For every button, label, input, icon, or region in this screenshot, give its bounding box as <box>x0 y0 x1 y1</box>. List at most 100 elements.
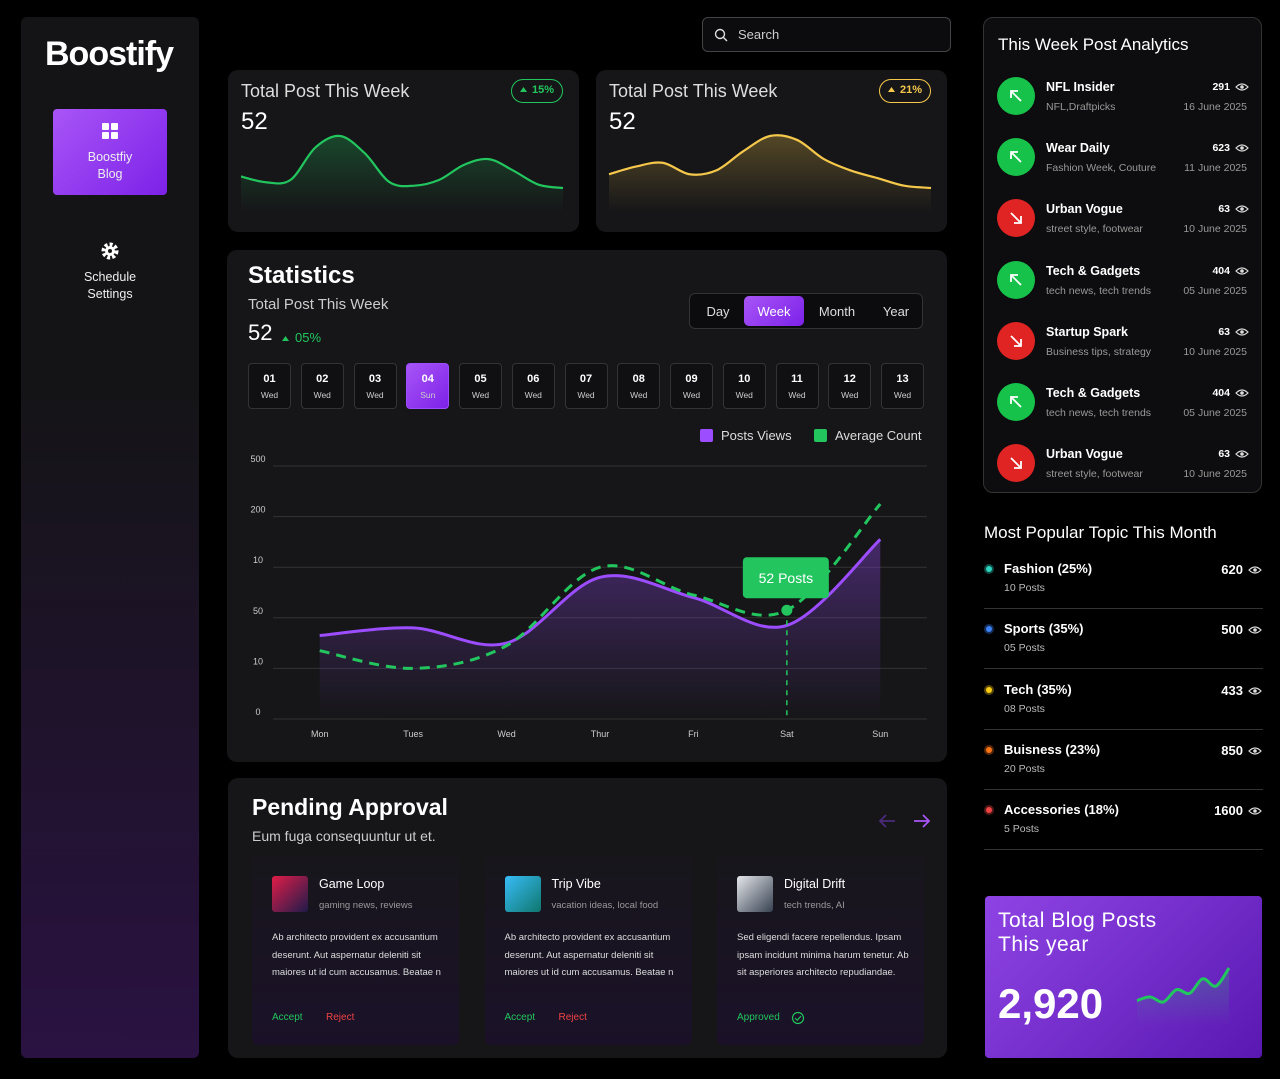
next-arrow[interactable] <box>914 814 931 828</box>
eye-icon <box>1235 205 1249 213</box>
day-button[interactable]: 03 Wed <box>353 363 397 409</box>
day-number: 05 <box>474 373 487 385</box>
day-number: 09 <box>685 373 698 385</box>
trend-arrow <box>1010 396 1022 408</box>
day-button[interactable]: 06 Wed <box>511 363 555 409</box>
card-tags: tech trends, AI <box>784 900 845 911</box>
action-button[interactable]: Reject <box>326 1012 355 1023</box>
gear-icon <box>101 242 119 260</box>
period-label: Month <box>818 304 856 319</box>
search-icon <box>714 28 728 42</box>
day-button[interactable]: 05 Wed <box>459 363 502 409</box>
item-name: Tech & Gadgets <box>1046 263 1141 278</box>
day-button[interactable]: 09 Wed <box>670 363 713 409</box>
day-number: 13 <box>896 373 909 385</box>
sparkline-line <box>608 134 932 190</box>
card-title: Total Post This Week <box>609 81 778 101</box>
day-name: Wed <box>735 390 753 400</box>
item-name: Startup Spark <box>1046 324 1128 339</box>
statistics-panel: Statistics Total Post This Week 52 05% Day We… <box>227 250 947 762</box>
card-name: Digital Drift <box>784 877 846 891</box>
up-caret <box>282 336 289 341</box>
stats-subtitle: Total Post This Week <box>248 296 389 313</box>
grid-cell <box>102 123 109 130</box>
action-button[interactable]: Accept <box>272 1012 303 1023</box>
topic-name: Buisness (23%) <box>1004 741 1101 757</box>
action-button[interactable]: Accept <box>504 1012 536 1023</box>
analytics-item: Urban Vogue street style, footwear 63 10 Ju… <box>984 199 1261 249</box>
eye-pupil <box>1253 568 1257 572</box>
topic-item: Sports (35%) 05 Posts 500 <box>984 621 1263 670</box>
grid-cell <box>102 132 109 139</box>
handle <box>723 37 728 42</box>
period-button[interactable]: Week <box>744 296 804 326</box>
card-tags: gaming news, reviews <box>319 900 413 911</box>
gear-hole <box>108 249 112 253</box>
action-button[interactable]: Reject <box>558 1012 587 1023</box>
day-button[interactable]: 12 Wed <box>828 363 872 409</box>
legend-swatch <box>700 429 713 442</box>
analytics-item: NFL Insider NFL,Draftpicks 291 16 June 2025 <box>984 77 1261 127</box>
period-button[interactable]: Year <box>870 296 922 326</box>
day-button[interactable]: 01 Wed <box>248 363 291 409</box>
period-button[interactable]: Month <box>804 296 870 326</box>
item-tags: tech news, tech trends <box>1046 407 1152 419</box>
nav-item[interactable]: Boostfiy Blog <box>53 109 167 195</box>
day-name: Wed <box>260 390 279 400</box>
day-button[interactable]: 11 Wed <box>775 363 819 409</box>
item-name: Urban Vogue <box>1046 447 1123 462</box>
sparkline-area <box>1137 968 1229 1026</box>
stats-change: 05% <box>295 330 322 345</box>
eye-icon <box>1235 266 1249 275</box>
eye-outline <box>1235 144 1249 152</box>
x-tick-label: Sat <box>780 729 794 739</box>
day-name: Wed <box>313 390 331 400</box>
trend-icon <box>997 138 1035 177</box>
total-card: Total Blog Posts This year 2,920 <box>985 896 1262 1058</box>
day-button[interactable]: 07 Wed <box>564 363 608 409</box>
pending-panel: Pending Approval Eum fuga consequuntur ut… <box>228 778 947 1058</box>
day-number: 06 <box>527 373 540 385</box>
day-button[interactable]: 13 Wed <box>881 363 924 409</box>
topic-views: 500 <box>1221 622 1243 638</box>
day-name: Wed <box>471 390 490 400</box>
period-button[interactable]: Day <box>692 296 744 326</box>
day-number: 11 <box>791 373 803 385</box>
eye-icon <box>1235 389 1249 397</box>
prev-arrow[interactable] <box>878 814 895 828</box>
item-name: Tech & Gadgets <box>1046 386 1141 400</box>
sidebar: Boostify Boostfiy Blog Schedule Settings <box>21 17 199 1058</box>
day-name: Wed <box>893 390 912 400</box>
legend-label: Posts Views <box>721 428 792 443</box>
day-button[interactable]: 10 Wed <box>722 363 766 409</box>
period-toggle: Day Week Month Year <box>689 293 923 329</box>
day-button[interactable]: 02 Wed <box>300 363 344 409</box>
annotation-dot <box>781 604 793 616</box>
day-number: 02 <box>316 373 329 385</box>
card-title: Total Post This Week <box>241 81 410 101</box>
trend-icon <box>997 199 1035 238</box>
day-name: Wed <box>366 390 384 400</box>
nav-item[interactable]: Schedule Settings <box>53 223 167 309</box>
search-box[interactable]: Search <box>702 17 951 52</box>
grid-icon <box>102 123 118 139</box>
eye-pupil <box>1253 628 1257 633</box>
eye-icon <box>1248 747 1262 755</box>
day-button[interactable]: 04 Sun <box>406 363 450 409</box>
lens <box>714 28 726 40</box>
day-button[interactable]: 08 Wed <box>617 363 661 409</box>
sparkline <box>240 134 564 212</box>
eye-pupil <box>1253 749 1257 753</box>
day-name: Wed <box>577 390 595 400</box>
summary-card: Total Post This Week 52 15% <box>228 70 579 232</box>
card-text: Ab architecto provident ex accusantium d… <box>272 932 441 978</box>
check-ring <box>791 1011 805 1025</box>
y-tick-label: 50 <box>253 606 263 616</box>
change-value: 21% <box>899 84 922 96</box>
item-date: 16 June 2025 <box>1183 101 1247 113</box>
day-name: Wed <box>682 390 701 400</box>
search-placeholder: Search <box>738 27 780 42</box>
trend-arrow <box>1010 212 1022 225</box>
day-number: 04 <box>421 373 434 385</box>
eye-pupil <box>1240 329 1244 334</box>
